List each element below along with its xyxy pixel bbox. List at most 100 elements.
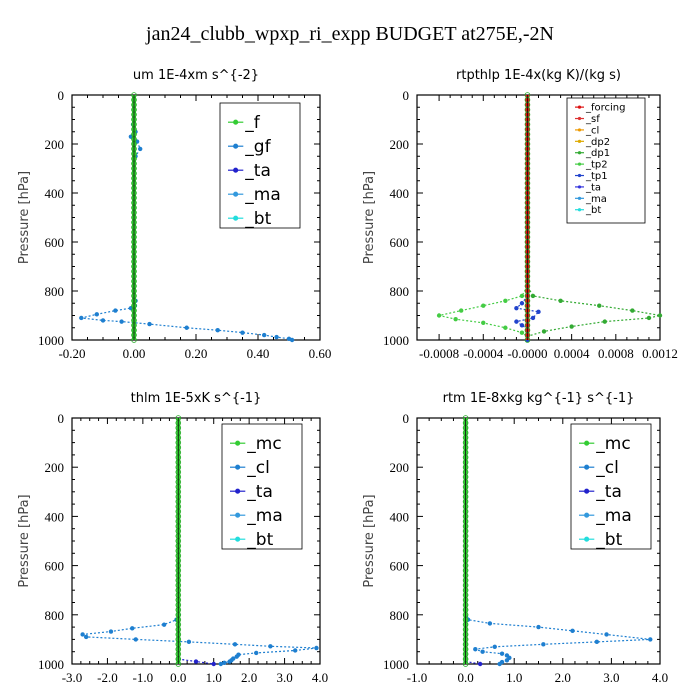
data-point — [234, 654, 239, 659]
panel-3: thlm 1E-5xK s^{-1} Pressure [hPa] 0 200 400 6… — [17, 391, 328, 685]
data-point — [503, 325, 508, 330]
data-point — [436, 313, 442, 318]
data-point — [480, 649, 485, 654]
series-line — [465, 660, 481, 665]
data-point — [558, 298, 563, 303]
x-tick-label: 0.0 — [457, 670, 473, 685]
data-point — [597, 303, 602, 308]
data-point — [536, 309, 541, 315]
legend-label: _ta — [585, 182, 601, 193]
data-point — [211, 661, 216, 667]
panel-4: rtm 1E-8xkg kg^{-1} s^{-1} Pressure [hPa]… — [362, 391, 668, 685]
series-tp2 — [436, 283, 530, 343]
data-point — [473, 647, 478, 652]
data-point — [232, 642, 238, 647]
legend: _mc _cl _ta _ma _bt — [221, 423, 303, 550]
legend-label: _bt — [246, 530, 273, 550]
legend-marker — [233, 167, 239, 173]
legend-marker — [584, 512, 590, 518]
y-tick-label: 400 — [45, 186, 65, 201]
legend-label: _ma — [595, 506, 631, 526]
x-tick-label: 1.0 — [206, 670, 222, 685]
legend: _forcing_sf_cl_dp2_dp1_tp2_tp1_ta_ma_bt — [566, 97, 646, 224]
data-point — [262, 332, 267, 338]
data-point — [133, 637, 138, 642]
data-point — [254, 650, 259, 656]
x-tick-label: 4.0 — [652, 670, 668, 685]
data-point — [218, 661, 223, 667]
legend-marker — [233, 191, 239, 197]
panel-title: rtpthlp 1E-4x(kg K)/(kg s) — [456, 68, 621, 83]
legend-label: _ta — [246, 482, 273, 502]
data-point — [83, 634, 89, 640]
data-point — [289, 337, 295, 343]
panel-title: rtm 1E-8xkg kg^{-1} s^{-1} — [443, 391, 635, 406]
data-point — [503, 298, 508, 303]
data-point — [130, 626, 135, 631]
x-tick-label: 3.0 — [276, 670, 292, 685]
y-axis-label: Pressure [hPa] — [362, 494, 377, 587]
data-point — [222, 660, 227, 665]
legend-label: _mc — [595, 434, 630, 454]
legend-marker — [235, 512, 241, 518]
data-point — [227, 659, 232, 664]
data-point — [108, 629, 114, 634]
legend-marker — [584, 440, 590, 446]
data-point — [113, 308, 118, 313]
data-point — [186, 639, 192, 645]
y-tick-label: 1000 — [383, 333, 409, 348]
legend-marker — [577, 116, 582, 121]
data-point — [184, 325, 189, 330]
panel-title: thlm 1E-5xK s^{-1} — [131, 391, 262, 406]
legend-marker — [577, 162, 582, 166]
data-point — [458, 308, 464, 313]
legend: _f _gf _ta _ma _bt — [219, 102, 301, 229]
data-point — [646, 315, 652, 321]
y-tick-label: 0 — [58, 88, 65, 103]
legend-label: _dp2 — [585, 137, 610, 148]
y-tick-label: 800 — [390, 608, 410, 623]
legend-marker — [577, 105, 582, 109]
legend-marker — [233, 215, 239, 221]
x-tick-label: 0.0008 — [598, 346, 634, 361]
y-tick-label: 600 — [45, 559, 65, 574]
legend-marker — [577, 196, 582, 200]
data-point — [604, 632, 609, 637]
data-point — [497, 661, 502, 667]
data-point — [147, 321, 152, 327]
legend-marker — [235, 464, 241, 470]
data-point — [630, 308, 635, 313]
legend-label: _cl — [246, 458, 270, 478]
y-tick-label: 800 — [45, 284, 65, 299]
data-point — [293, 648, 298, 653]
legend-marker — [584, 536, 590, 542]
data-point — [530, 293, 536, 299]
x-tick-label: 0.40 — [247, 346, 270, 361]
x-tick-label: 0.20 — [185, 346, 208, 361]
legend-label: _cl — [585, 125, 599, 136]
panel-2: rtpthlp 1E-4x(kg K)/(kg s) Pressure [hPa]… — [362, 68, 678, 361]
y-tick-label: 800 — [45, 608, 65, 623]
data-point — [519, 323, 525, 328]
x-tick-label: 3.0 — [603, 670, 619, 685]
y-tick-label: 800 — [390, 284, 410, 299]
legend-label: _tp1 — [585, 171, 608, 182]
x-tick-label: 0.0004 — [554, 346, 590, 361]
y-tick-label: 200 — [390, 137, 410, 152]
x-tick-label: 0.0012 — [642, 346, 678, 361]
panel-title: um 1E-4xm s^{-2} — [133, 68, 259, 83]
x-tick-label: -2.0 — [97, 670, 118, 685]
y-tick-label: 200 — [390, 460, 410, 475]
x-tick-label: -1.0 — [133, 670, 154, 685]
data-point — [530, 315, 536, 321]
legend-label: _bt — [585, 205, 601, 216]
legend-label: _dp1 — [585, 148, 610, 159]
x-tick-label: 1.0 — [506, 670, 522, 685]
y-tick-label: 600 — [390, 559, 410, 574]
data-point — [215, 328, 220, 333]
data-point — [569, 324, 574, 329]
legend-label: _mc — [246, 434, 281, 454]
y-tick-label: 1000 — [38, 657, 64, 672]
legend-label: _bt — [595, 530, 622, 550]
y-tick-label: 0 — [403, 411, 410, 426]
